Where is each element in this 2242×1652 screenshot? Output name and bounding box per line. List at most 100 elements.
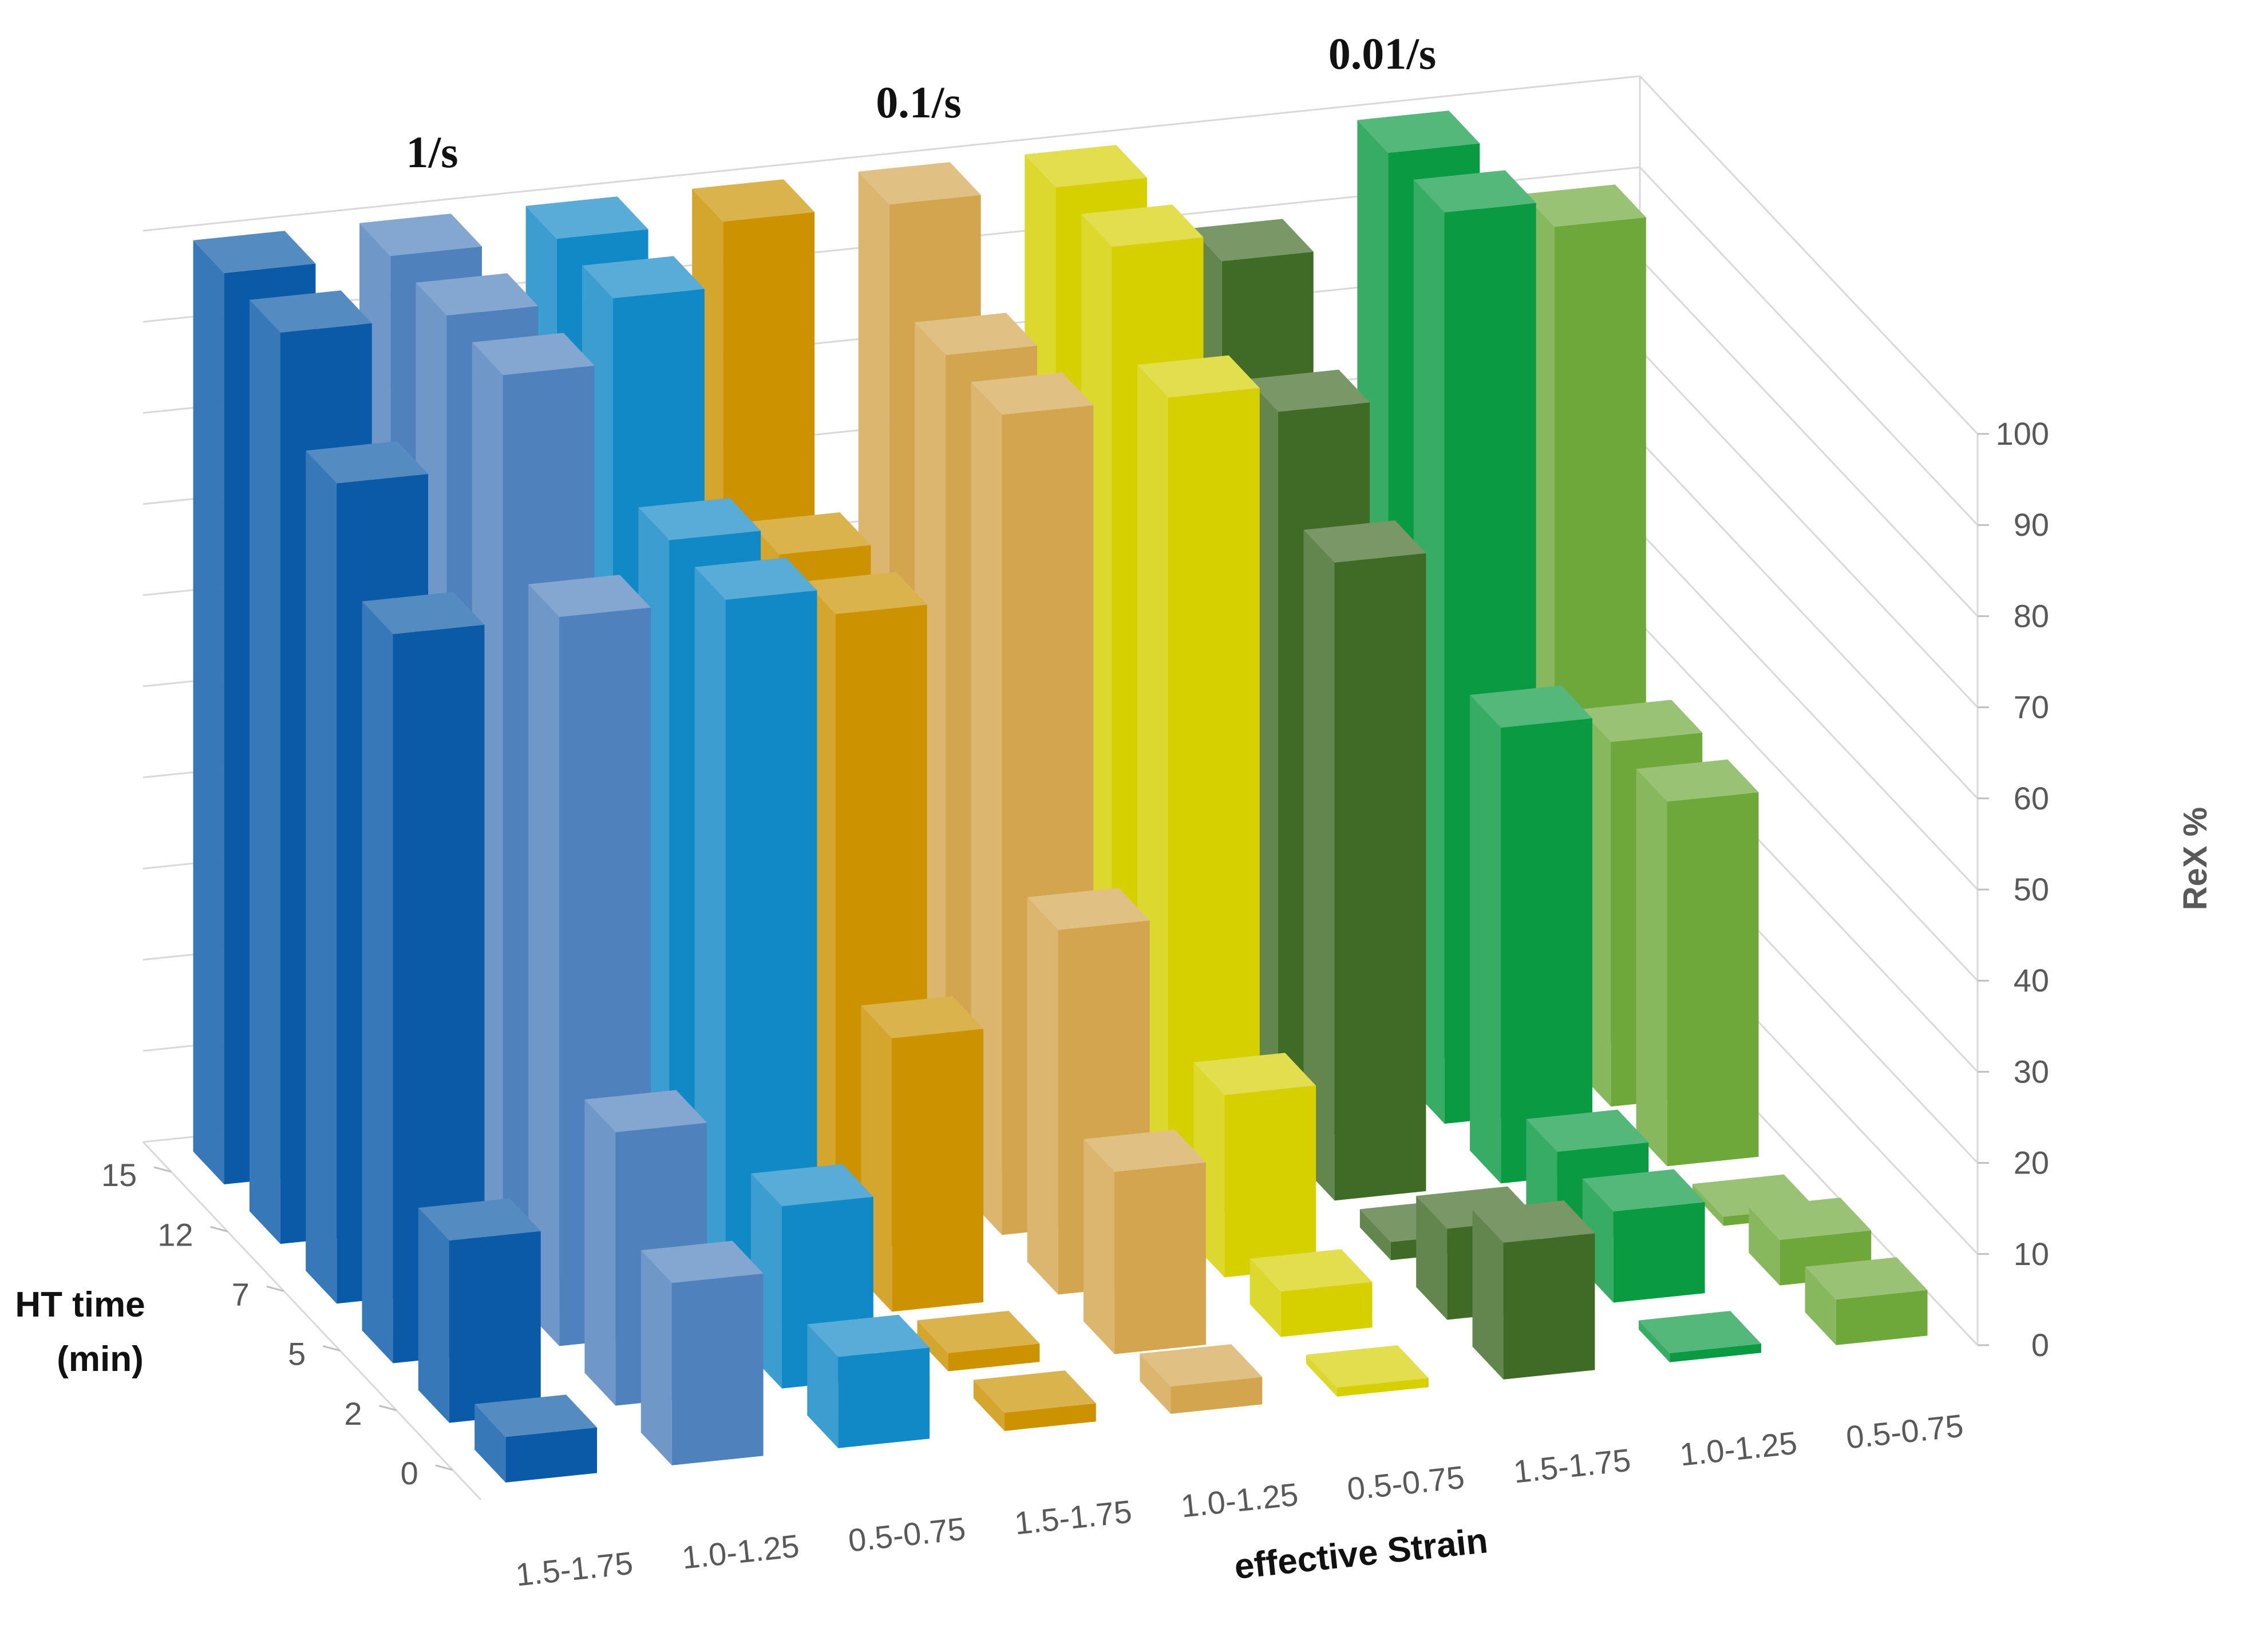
z-tick-mark (153, 1166, 172, 1173)
z-tick-mark (435, 1464, 453, 1471)
bar-face (1670, 1343, 1761, 1362)
bar (1249, 1249, 1373, 1337)
bar-face (1523, 184, 1646, 227)
bar-face (362, 592, 485, 634)
bar-face (1168, 388, 1260, 1218)
bar-face (1140, 1344, 1263, 1387)
bar (475, 1394, 598, 1483)
bar-face (1249, 1249, 1373, 1292)
bar-face (1084, 1139, 1115, 1354)
z-tick-label: 7 (232, 1276, 250, 1312)
bar (1636, 759, 1759, 1167)
bar-face (362, 601, 393, 1364)
y-axis-title: ReX % (2177, 807, 2214, 911)
bar-face (1027, 897, 1058, 1295)
x-tick-label: 1.0-1.25 (680, 1528, 801, 1576)
bar-face (1306, 1345, 1429, 1388)
x-tick-label: 1.5-1.75 (514, 1545, 635, 1593)
bar (1137, 355, 1260, 1218)
bar-face (1667, 792, 1759, 1167)
bar-face (1413, 170, 1536, 213)
z-tick-label: 5 (288, 1336, 306, 1372)
group-titles: 1/s 0.1/s 0.01/s (406, 29, 1436, 177)
bar-face (971, 372, 1094, 415)
bar-face (1249, 1258, 1281, 1337)
bar-face (807, 1314, 930, 1357)
z-tick-label: 0 (401, 1455, 418, 1491)
bar-face (1004, 1403, 1096, 1431)
bar-face (1836, 1290, 1928, 1345)
bar-face (1247, 369, 1370, 412)
bar-face (973, 1370, 1096, 1413)
bar-face (917, 1311, 1040, 1353)
bar-face (640, 1240, 764, 1283)
bar-face (1337, 1378, 1429, 1397)
bar-face (1357, 110, 1480, 153)
bar-face (528, 584, 560, 1346)
bar-face (748, 512, 871, 555)
x-tick-label: 1.0-1.25 (1678, 1425, 1799, 1473)
z-axis-line (142, 1141, 482, 1501)
bar-face (861, 996, 984, 1038)
bar (640, 1240, 764, 1465)
z-tick-label: 15 (101, 1157, 137, 1193)
bar-face (1280, 1282, 1373, 1337)
bar-face (1749, 1207, 1780, 1286)
z-axis-title-line1: HT time (15, 1285, 145, 1325)
bar (861, 996, 984, 1312)
bar-face (1334, 553, 1426, 1201)
bar-face (948, 1343, 1040, 1372)
bar-face (1526, 1109, 1649, 1152)
bar (362, 592, 485, 1364)
group-title-2: 0.1/s (876, 77, 962, 127)
bar (418, 1198, 541, 1423)
bar-face (306, 441, 429, 484)
bar (1805, 1257, 1928, 1345)
bar-face (1613, 1202, 1705, 1303)
bar-face (475, 1404, 506, 1483)
bar-face (1472, 1210, 1504, 1380)
bar-face (671, 1273, 764, 1465)
bar-face (750, 1164, 873, 1207)
bar-face (725, 590, 817, 1329)
bar-face (416, 273, 539, 316)
z-tick-mark (379, 1405, 397, 1412)
x-tick-label: 1.5-1.75 (1013, 1493, 1133, 1542)
bar-face (472, 333, 595, 376)
bar-face (1416, 1196, 1448, 1320)
bar-face (1025, 145, 1148, 187)
bar-face (973, 1380, 1005, 1431)
bars (193, 110, 1928, 1483)
bar-face (449, 1231, 541, 1423)
z-axis-ticks: 15 12 7 5 2 0 (101, 1157, 453, 1491)
bar-face (638, 497, 761, 540)
z-tick-label: 12 (157, 1216, 193, 1252)
bar (917, 1311, 1040, 1372)
y-tick-label: 10 (2014, 1236, 2049, 1272)
bar-face (1193, 1053, 1316, 1096)
y-tick-label: 50 (2014, 871, 2049, 907)
bar (1472, 1200, 1595, 1380)
bar-face (249, 290, 372, 333)
x-axis-title: effective Strain (1232, 1521, 1489, 1587)
y-tick-label: 70 (2014, 689, 2049, 725)
bar-face (249, 299, 280, 1244)
bar-face (1639, 1311, 1761, 1353)
bar-face (1749, 1197, 1872, 1240)
bar-face (1472, 1200, 1595, 1243)
bar-face (1303, 529, 1335, 1201)
y-tick-label: 80 (2014, 598, 2049, 634)
bar-face (418, 1207, 449, 1423)
bar (1193, 1053, 1316, 1278)
y-tick-label: 60 (2014, 780, 2049, 816)
bar-face (1580, 699, 1703, 742)
group-title-1: 1/s (406, 127, 458, 177)
bar-face (640, 1250, 672, 1465)
bar-face (1081, 204, 1204, 247)
bar (1303, 520, 1426, 1201)
bar-face (1084, 1129, 1206, 1172)
y-tick-label: 30 (2014, 1053, 2049, 1089)
bar-face (582, 256, 705, 299)
bar-face (1140, 1353, 1171, 1414)
bar-face (892, 1029, 984, 1312)
